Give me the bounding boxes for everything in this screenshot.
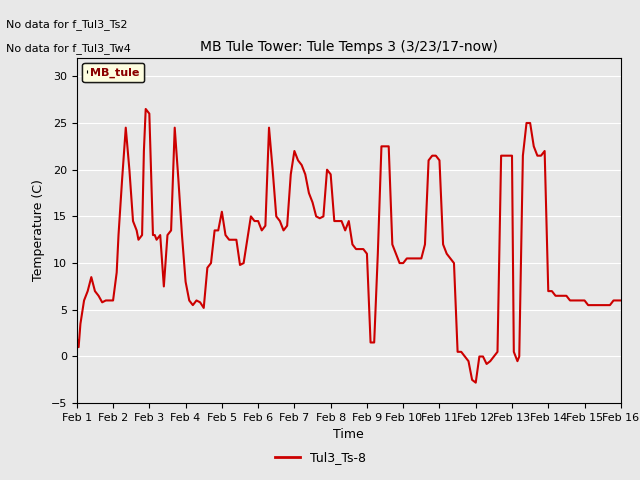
X-axis label: Time: Time	[333, 429, 364, 442]
Title: MB Tule Tower: Tule Temps 3 (3/23/17-now): MB Tule Tower: Tule Temps 3 (3/23/17-now…	[200, 40, 498, 54]
Text: No data for f_Tul3_Tw4: No data for f_Tul3_Tw4	[6, 43, 131, 54]
Legend: MB_tule: MB_tule	[83, 63, 144, 82]
Text: No data for f_Tul3_Ts2: No data for f_Tul3_Ts2	[6, 19, 128, 30]
Y-axis label: Temperature (C): Temperature (C)	[32, 180, 45, 281]
Legend: Tul3_Ts-8: Tul3_Ts-8	[269, 446, 371, 469]
